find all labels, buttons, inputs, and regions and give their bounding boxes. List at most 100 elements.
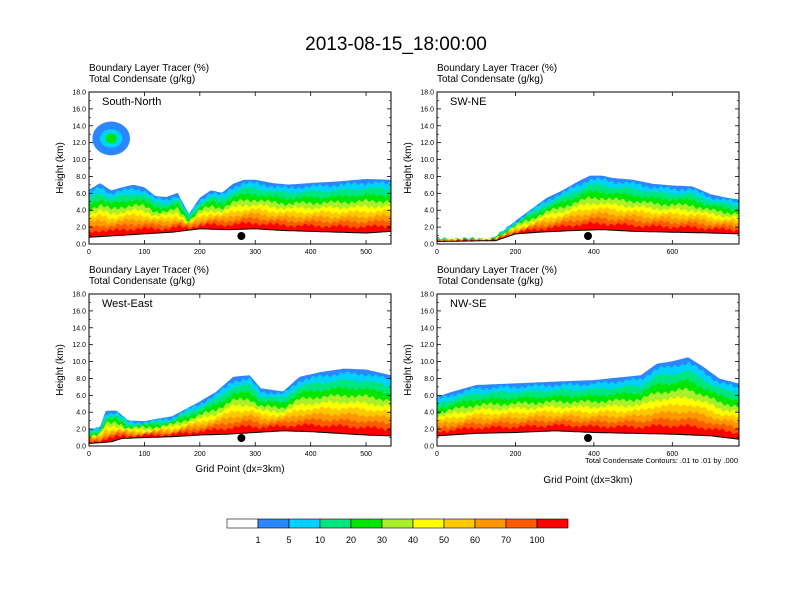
colorbar-swatch [381,518,414,529]
y-tick-label: 2.0 [76,427,86,434]
y-tick-label: 6.0 [424,191,434,198]
colorbar-label: 100 [529,535,544,545]
colorbar-label: 30 [377,535,387,545]
panel-south-north: Boundary Layer Tracer (%) Total Condensa… [55,63,392,256]
y-tick-label: 4.0 [76,410,86,417]
x-tick-label: 0 [435,451,439,458]
colorbar-label: 60 [470,535,480,545]
y-tick-label: 0.0 [76,444,86,451]
y-tick-label: 6.0 [76,191,86,198]
panel-label: SW-NE [450,96,486,108]
y-tick-label: 2.0 [424,225,434,232]
y-axis-label: Height (km) [403,142,414,194]
y-tick-label: 16.0 [72,106,86,113]
x-tick-label: 200 [194,451,206,458]
x-axis-label-left: Grid Point (dx=3km) [195,464,284,475]
x-tick-label: 300 [249,249,261,256]
colorbar-label: 10 [315,535,325,545]
panel-subtitle-1: Boundary Layer Tracer (%) [89,265,209,276]
colorbar-swatch [350,518,383,529]
x-tick-label: 500 [360,451,372,458]
y-tick-label: 0.0 [76,242,86,249]
y-tick-label: 4.0 [76,208,86,215]
y-tick-label: 12.0 [72,140,86,147]
y-tick-label: 18.0 [72,90,86,97]
panel-label: West-East [102,298,153,310]
x-tick-label: 600 [666,451,678,458]
colorbar-swatch [505,518,538,529]
tracer-layer-100-pct [437,423,739,440]
y-tick-label: 6.0 [76,393,86,400]
colorbar-swatch [412,518,445,529]
x-tick-label: 200 [194,249,206,256]
x-tick-label: 100 [139,249,151,256]
y-tick-label: 14.0 [420,325,434,332]
y-tick-label: 0.0 [424,242,434,249]
upper-cloud-peak [105,133,117,144]
x-axis-label-right: Grid Point (dx=3km) [543,475,632,486]
panel-subtitle-2: Total Condensate (g/kg) [437,74,543,85]
colorbar-label: 1 [255,535,260,545]
panel-label: NW-SE [450,298,486,310]
y-tick-label: 4.0 [424,410,434,417]
y-tick-label: 16.0 [420,308,434,315]
x-tick-label: 0 [87,249,91,256]
y-tick-label: 8.0 [424,174,434,181]
y-tick-label: 2.0 [76,225,86,232]
x-tick-label: 0 [435,249,439,256]
y-axis-label: Height (km) [55,344,66,396]
x-tick-label: 400 [588,451,600,458]
y-tick-label: 4.0 [424,208,434,215]
colorbar-swatch [319,518,352,529]
y-tick-label: 8.0 [76,174,86,181]
panel-nw-se: Boundary Layer Tracer (%) Total Condensa… [403,265,740,458]
colorbar-swatch [443,518,476,529]
y-tick-label: 6.0 [424,393,434,400]
x-tick-label: 200 [510,249,522,256]
y-tick-label: 10.0 [72,359,86,366]
colorbar-label: 5 [286,535,291,545]
x-tick-label: 300 [249,451,261,458]
x-tick-label: 400 [305,249,317,256]
panel-sw-ne: Boundary Layer Tracer (%) Total Condensa… [403,63,740,256]
contour-note: Total Condensate Contours: .01 to .01 by… [585,456,738,465]
y-axis-label: Height (km) [403,344,414,396]
colorbar-label: 20 [346,535,356,545]
y-tick-label: 12.0 [72,342,86,349]
y-tick-label: 14.0 [72,123,86,130]
panel-subtitle-1: Boundary Layer Tracer (%) [437,265,557,276]
panel-subtitle-2: Total Condensate (g/kg) [437,276,543,287]
y-tick-label: 18.0 [420,292,434,299]
terrain-line [88,430,392,444]
y-tick-label: 2.0 [424,427,434,434]
y-tick-label: 14.0 [420,123,434,130]
colorbar-swatch [288,518,321,529]
y-tick-label: 18.0 [72,292,86,299]
panel-label: South-North [102,96,161,108]
y-tick-label: 12.0 [420,342,434,349]
terrain-line [436,229,740,242]
y-tick-label: 16.0 [420,106,434,113]
y-tick-label: 8.0 [76,376,86,383]
location-marker [584,232,592,240]
y-tick-label: 8.0 [424,376,434,383]
terrain-line [88,228,392,238]
x-tick-label: 400 [305,451,317,458]
panel-subtitle-2: Total Condensate (g/kg) [89,276,195,287]
colorbar-swatch [474,518,507,529]
figure-title: 2013-08-15_18:00:00 [305,34,487,55]
y-tick-label: 16.0 [72,308,86,315]
tracer-layer-100-pct [437,221,739,242]
colorbar-label: 50 [439,535,449,545]
panel-west-east: Boundary Layer Tracer (%) Total Condensa… [55,265,392,458]
y-tick-label: 10.0 [72,157,86,164]
panel-subtitle-2: Total Condensate (g/kg) [89,74,195,85]
x-tick-label: 600 [666,249,678,256]
x-tick-label: 0 [87,451,91,458]
location-marker [237,232,246,240]
y-tick-label: 18.0 [420,90,434,97]
colorbar-swatch [226,518,259,529]
colorbar-swatch [536,518,569,529]
x-tick-label: 500 [360,249,372,256]
